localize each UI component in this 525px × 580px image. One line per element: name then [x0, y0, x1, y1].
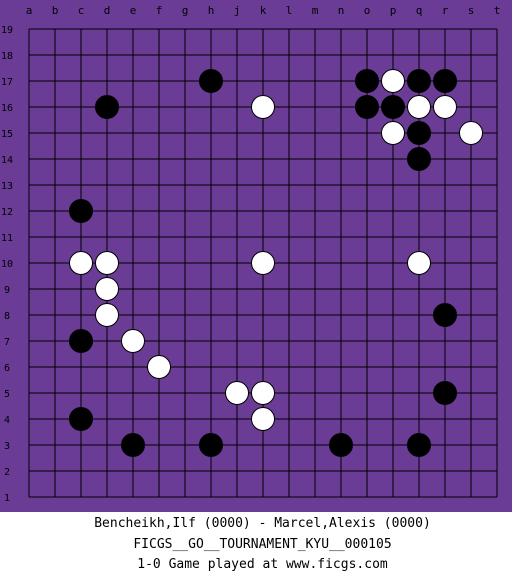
white-stone [121, 329, 145, 353]
white-stone [251, 407, 275, 431]
row-label: 2 [4, 467, 10, 478]
column-label: a [26, 4, 33, 17]
row-label: 13 [1, 181, 13, 192]
column-label: l [286, 4, 293, 17]
black-stone [69, 199, 93, 223]
white-stone [381, 121, 405, 145]
white-stone [95, 251, 119, 275]
column-label: e [130, 4, 137, 17]
row-label: 19 [1, 25, 13, 36]
column-label: g [182, 4, 189, 17]
column-label: o [364, 4, 371, 17]
stones-layer [69, 69, 483, 457]
white-stone [95, 277, 119, 301]
white-stone [407, 95, 431, 119]
row-label: 4 [4, 415, 10, 426]
column-label: t [494, 4, 501, 17]
column-label: m [312, 4, 319, 17]
players-line: Bencheikh,Ilf (0000) - Marcel,Alexis (00… [94, 516, 431, 531]
black-stone [199, 69, 223, 93]
white-stone [251, 95, 275, 119]
column-label: q [416, 4, 423, 17]
white-stone [147, 355, 171, 379]
black-stone [407, 121, 431, 145]
tournament-line: FICGS__GO__TOURNAMENT_KYU__000105 [133, 537, 392, 552]
column-label-strip [0, 0, 512, 16]
black-stone [433, 69, 457, 93]
black-stone [199, 433, 223, 457]
column-label: k [260, 4, 267, 17]
column-label: s [468, 4, 475, 17]
row-label: 18 [1, 51, 13, 62]
white-stone [381, 69, 405, 93]
black-stone [433, 303, 457, 327]
black-stone [355, 95, 379, 119]
white-stone [251, 381, 275, 405]
black-stone [95, 95, 119, 119]
white-stone [407, 251, 431, 275]
column-label: b [52, 4, 59, 17]
row-label: 14 [1, 155, 13, 166]
black-stone [121, 433, 145, 457]
white-stone [433, 95, 457, 119]
black-stone [329, 433, 353, 457]
black-stone [433, 381, 457, 405]
row-label: 1 [4, 493, 10, 504]
row-label: 9 [4, 285, 10, 296]
column-label: h [208, 4, 215, 17]
black-stone [381, 95, 405, 119]
result-line: 1-0 Game played at www.ficgs.com [137, 557, 388, 572]
black-stone [355, 69, 379, 93]
column-label: j [234, 4, 241, 17]
row-label: 7 [4, 337, 10, 348]
white-stone [225, 381, 249, 405]
row-label-strip [0, 0, 16, 512]
row-label: 8 [4, 311, 10, 322]
black-stone [407, 433, 431, 457]
row-label: 6 [4, 363, 10, 374]
white-stone [251, 251, 275, 275]
column-label: n [338, 4, 345, 17]
column-label: r [442, 4, 449, 17]
row-label: 16 [1, 103, 13, 114]
column-label: f [156, 4, 163, 17]
white-stone [95, 303, 119, 327]
black-stone [407, 147, 431, 171]
row-label: 10 [1, 259, 13, 270]
row-label: 11 [1, 233, 13, 244]
row-label: 15 [1, 129, 13, 140]
column-label: p [390, 4, 397, 17]
row-label: 12 [1, 207, 13, 218]
row-label: 17 [1, 77, 13, 88]
row-labels: 19 18 17 16 15 14 13 12 11 10 9 8 7 6 5 4 3 2 1 [1, 25, 13, 504]
black-stone [69, 329, 93, 353]
row-label: 3 [4, 441, 10, 452]
white-stone [69, 251, 93, 275]
black-stone [407, 69, 431, 93]
black-stone [69, 407, 93, 431]
white-stone [459, 121, 483, 145]
column-label: d [104, 4, 111, 17]
column-label: c [78, 4, 85, 17]
row-label: 5 [4, 389, 10, 400]
